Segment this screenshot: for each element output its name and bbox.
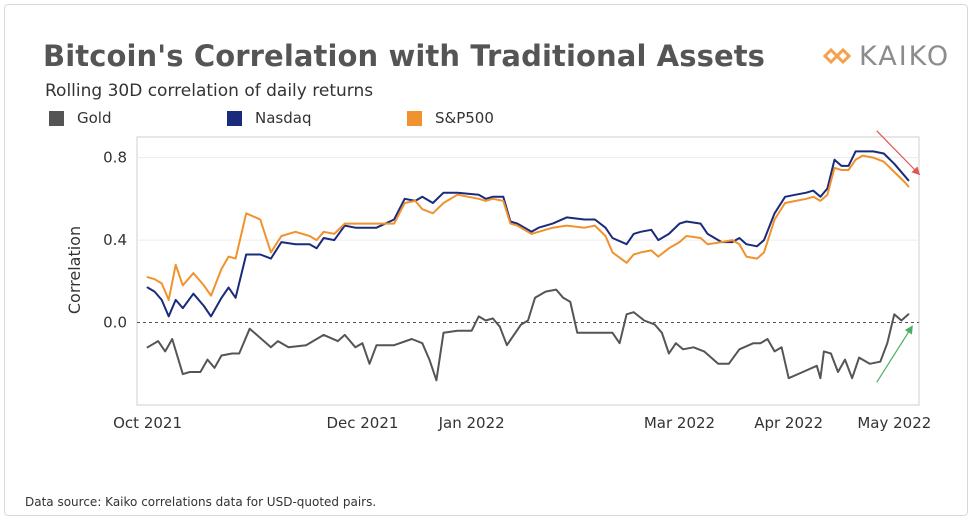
series-line-gold bbox=[146, 288, 910, 382]
y-tick-label: 0.8 bbox=[103, 149, 127, 167]
x-tick-label: Mar 2022 bbox=[644, 414, 715, 432]
x-tick-label: Apr 2022 bbox=[754, 414, 823, 432]
legend-swatch-sp500 bbox=[407, 110, 422, 126]
logo-text: KAIKO bbox=[859, 40, 951, 72]
legend: Gold Nasdaq S&P500 bbox=[49, 109, 494, 127]
chart-subtitle: Rolling 30D correlation of daily returns bbox=[45, 81, 374, 101]
kaiko-logo: KAIKO bbox=[823, 40, 951, 72]
legend-label-nasdaq: Nasdaq bbox=[255, 109, 312, 127]
legend-item-nasdaq[interactable]: Nasdaq bbox=[227, 109, 407, 127]
legend-label-gold: Gold bbox=[77, 109, 112, 127]
x-tick-label: May 2022 bbox=[857, 414, 931, 432]
legend-label-sp500: S&P500 bbox=[435, 109, 494, 127]
chart-card: Bitcoin's Correlation with Traditional A… bbox=[4, 4, 968, 516]
legend-item-sp500[interactable]: S&P500 bbox=[407, 109, 494, 127]
y-tick-label: 0.0 bbox=[103, 314, 127, 332]
annotations bbox=[876, 130, 921, 383]
y-axis-title: Correlation bbox=[65, 226, 84, 314]
legend-swatch-gold bbox=[49, 110, 64, 126]
gridlines bbox=[137, 157, 919, 324]
plot-area-frame bbox=[136, 136, 920, 406]
data-source-note: Data source: Kaiko correlations data for… bbox=[25, 495, 377, 509]
series-line-sp500 bbox=[146, 154, 910, 301]
x-tick-label: Jan 2022 bbox=[438, 414, 505, 432]
legend-swatch-nasdaq bbox=[227, 110, 242, 126]
kaiko-logo-icon bbox=[823, 47, 852, 65]
y-tick-label: 0.4 bbox=[103, 231, 127, 249]
annotation-arrow-up bbox=[876, 325, 913, 383]
annotation-arrow-down bbox=[876, 130, 921, 176]
series-line-nasdaq bbox=[146, 150, 910, 318]
legend-item-gold[interactable]: Gold bbox=[49, 109, 227, 127]
series-group bbox=[146, 150, 910, 382]
x-tick-label: Dec 2021 bbox=[326, 414, 398, 432]
x-axis: Oct 2021 Dec 2021 Jan 2022 Mar 2022 Apr 2022… bbox=[113, 414, 931, 432]
x-tick-label: Oct 2021 bbox=[113, 414, 182, 432]
chart-title: Bitcoin's Correlation with Traditional A… bbox=[43, 39, 766, 73]
y-axis: 0.0 0.4 0.8 bbox=[103, 149, 127, 332]
